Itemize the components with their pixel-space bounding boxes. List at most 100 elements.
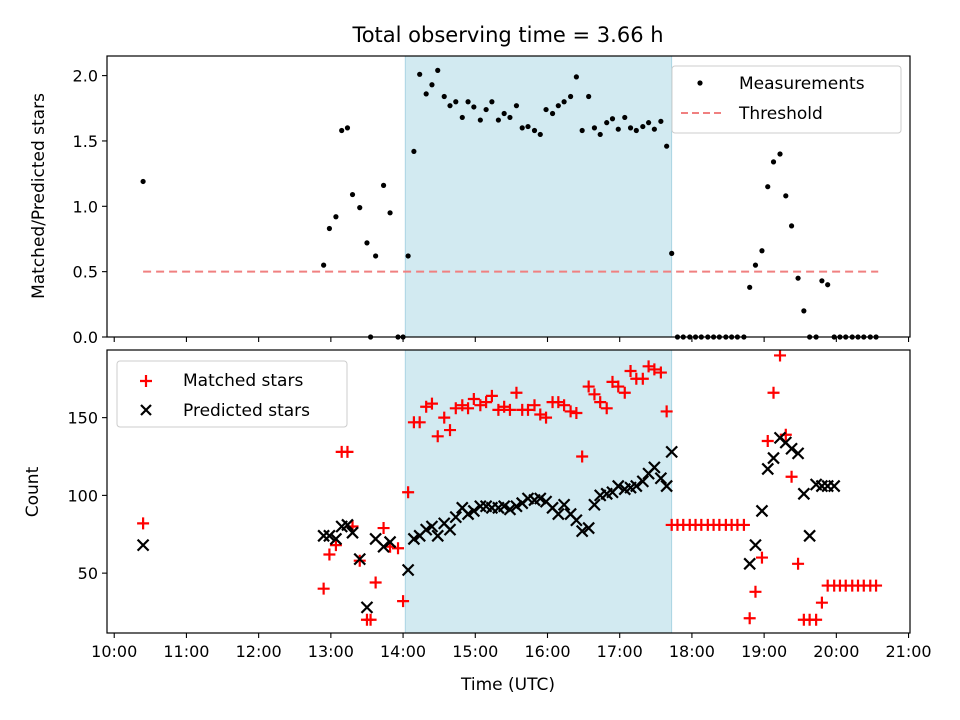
matched-star-point [467,392,480,405]
ratio-ytick-label: 2.0 [73,67,98,86]
matched-star-point [449,402,462,415]
predicted-star-point [815,479,829,493]
measurement-point [591,125,598,131]
measurement-point [489,99,495,105]
matched-star-point [870,579,883,592]
matched-star-point [323,548,336,561]
matched-star-point [743,612,756,625]
x-tick-label: 20:00 [813,642,859,661]
legend-measurements-marker [697,80,703,86]
predicted-star-point [425,520,439,533]
predicted-star-point [431,529,445,543]
measurement-point [326,225,333,232]
predicted-star-point [803,529,816,543]
measurement-point [788,223,795,229]
count-ytick-label: 100 [67,486,98,505]
measurement-point [447,103,453,109]
measurement-point [519,125,525,131]
predicted-star-point [785,442,798,456]
measurement-point [765,184,771,190]
ratio-legend-box [671,65,902,134]
measurement-point [373,253,379,259]
measurement-point [349,191,356,198]
matched-star-point [485,389,498,402]
legend-predicted-marker [140,404,152,416]
measurement-point [525,123,531,130]
x-tick-label: 12:00 [236,642,282,661]
measurement-point [441,93,447,100]
predicted-star-point [557,498,571,511]
predicted-star-point [654,472,668,485]
x-tick-label: 13:00 [308,642,354,661]
measurement-point [543,106,549,113]
predicted-star-point [323,529,336,543]
matched-star-point [588,388,601,401]
predicted-star-point [660,479,673,493]
count-panel-x-axis: 10:00 11:00 12:00 13:00 14:00 15:00 16:00 17:00… [91,633,932,661]
ratio-ytick-label: 1.0 [73,197,98,216]
matched-star-point [444,424,457,437]
matched-star-point [438,411,451,424]
predicted-star-point [743,557,756,571]
predicted-star-point [552,507,565,521]
count-ytick-label: 50 [78,564,98,583]
predicted-star-point [648,461,661,474]
measurement-point [471,104,477,110]
ratio-ytick-label: 1.5 [73,132,98,151]
matched-star-point [503,403,516,416]
matched-star-point [785,470,798,483]
matched-star-point [815,596,828,609]
measurement-point [597,131,603,138]
matched-star-point [377,522,390,535]
measurement-point [465,99,471,105]
matched-star-point [558,399,571,412]
matched-star-point [648,363,661,376]
measurement-point [627,125,634,131]
measurement-point [537,131,543,138]
predicted-star-point [503,503,517,516]
measurement-point [795,275,801,281]
measurement-point [759,248,765,254]
measurement-point [501,110,507,117]
matched-star-point [624,364,637,377]
measurement-point [513,103,520,109]
matched-star-point [737,518,750,531]
matched-star-point [612,380,625,393]
predicted-star-point [767,451,780,465]
matched-star-point [564,405,577,418]
matched-star-point [425,397,438,410]
measurement-point [568,93,574,100]
predicted-star-point [588,498,601,511]
measurement-point [531,127,538,134]
predicted-star-point [341,518,354,532]
ratio-panel-y-axis: 0.0 0.5 1.0 1.5 2.0 [73,67,107,347]
matched-star-point [810,613,823,626]
ratio-panel: 0.00.51.01.52.0 Matched/Predicted stars … [29,55,911,347]
matched-star-point [329,539,342,552]
matched-star-point [462,402,475,415]
measurement-point [777,151,783,157]
predicted-star-point [827,479,841,493]
legend-matched-marker [140,375,152,387]
measurement-point [321,262,327,268]
predicted-star-point [474,499,487,513]
x-tick-label: 10:00 [91,642,137,661]
measurement-point [640,123,646,130]
measurement-point [507,114,513,121]
ratio-panel-marks [140,67,879,340]
measurement-point [459,114,465,121]
measurement-point [357,205,363,211]
predicted-star-point [761,462,775,476]
measurement-point [669,250,675,256]
legend-matched-label: Matched stars [183,371,303,391]
figure-title: Total observing time = 3.66 h [351,23,663,47]
measurement-point [339,127,345,134]
predicted-star-point [449,510,463,524]
predicted-star-point [443,523,457,536]
ratio-panel-legend: Measurements Threshold [671,65,902,134]
ratio-panel-ylabel: Matched/Predicted stars [29,93,49,299]
measurement-point [140,178,146,185]
measurement-point [411,148,417,155]
matched-star-point [767,386,780,399]
